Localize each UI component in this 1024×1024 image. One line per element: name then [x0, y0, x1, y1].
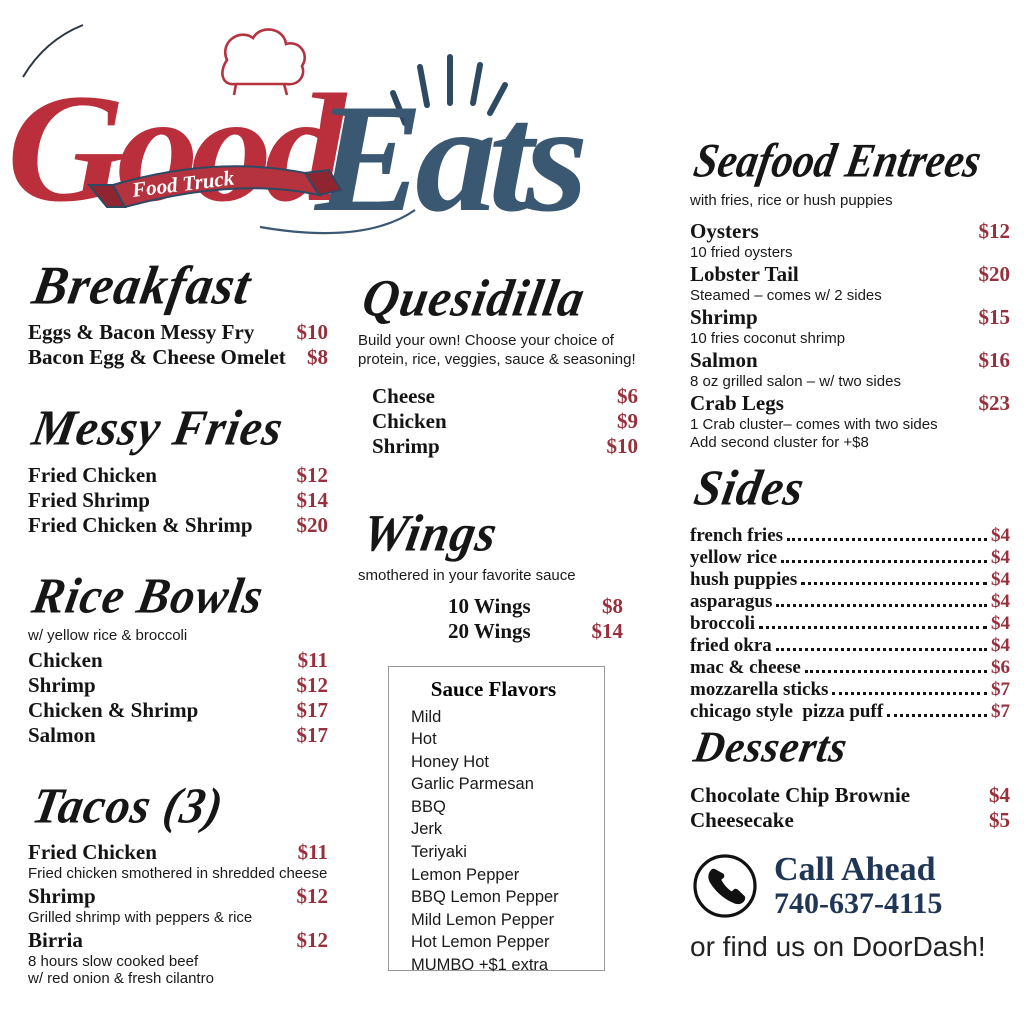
svg-text:Good: Good: [7, 62, 348, 234]
svg-text:Eats: Eats: [313, 72, 584, 244]
